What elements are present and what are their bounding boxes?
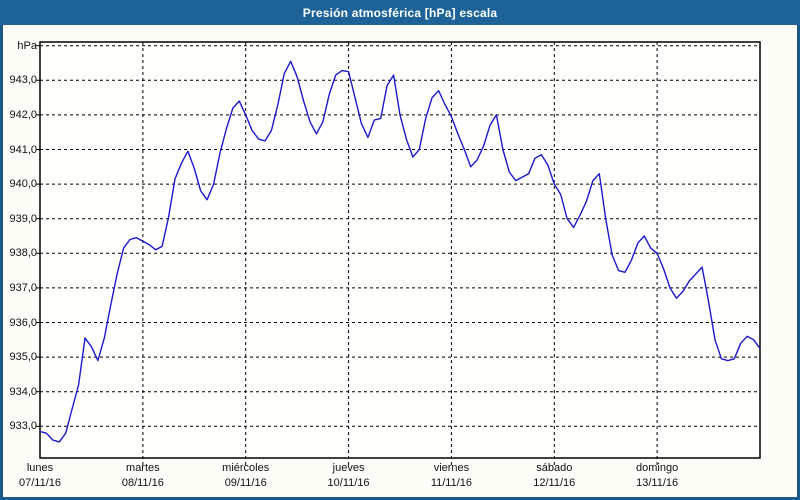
x-axis-day-name: martes: [126, 462, 160, 474]
x-axis-label: jueves 10/11/16: [297, 461, 401, 491]
pressure-series-line: [39, 60, 761, 443]
y-axis-label: 943,0: [9, 74, 37, 87]
x-axis-day-name: viernes: [433, 462, 470, 474]
x-axis-label: sábado 12/11/16: [502, 461, 606, 491]
y-axis-label: 939,0: [9, 212, 37, 225]
window-title-bar[interactable]: Presión atmosférica [hPa] escala: [0, 0, 800, 25]
y-axis-label: 940,0: [9, 178, 37, 191]
x-axis-date: 11/11/16: [430, 477, 473, 489]
x-axis-date: 09/11/16: [224, 477, 267, 489]
y-axis-label: 934,0: [9, 385, 37, 398]
x-axis-label: lunes 07/11/16: [0, 461, 92, 491]
x-axis-label: viernes 11/11/16: [399, 461, 503, 491]
y-axis-label: 938,0: [9, 247, 37, 260]
x-axis-label: miércoles 09/11/16: [194, 461, 298, 491]
x-axis-day-name: domingo: [636, 462, 679, 474]
x-axis-date: 08/11/16: [121, 477, 164, 489]
x-axis-date: 07/11/16: [18, 477, 61, 489]
x-axis-day-name: jueves: [332, 462, 365, 474]
x-axis-day-name: lunes: [26, 462, 54, 474]
y-axis-label: 942,0: [9, 108, 37, 121]
y-axis-label: 936,0: [9, 316, 37, 329]
x-axis-label: martes 08/11/16: [91, 461, 195, 491]
x-axis-label: domingo 13/11/16: [605, 461, 709, 491]
x-axis-date: 13/11/16: [636, 477, 679, 489]
y-axis-label: 937,0: [9, 281, 37, 294]
y-axis-unit-label: hPa: [17, 40, 37, 52]
y-axis-label: 933,0: [9, 420, 37, 433]
x-axis-date: 12/11/16: [533, 477, 576, 489]
y-axis-label: 941,0: [9, 143, 37, 156]
x-axis-day-name: sábado: [536, 462, 573, 474]
x-axis-day-name: miércoles: [222, 462, 270, 474]
x-axis-date: 10/11/16: [327, 477, 370, 489]
y-axis-label: 935,0: [9, 351, 37, 364]
